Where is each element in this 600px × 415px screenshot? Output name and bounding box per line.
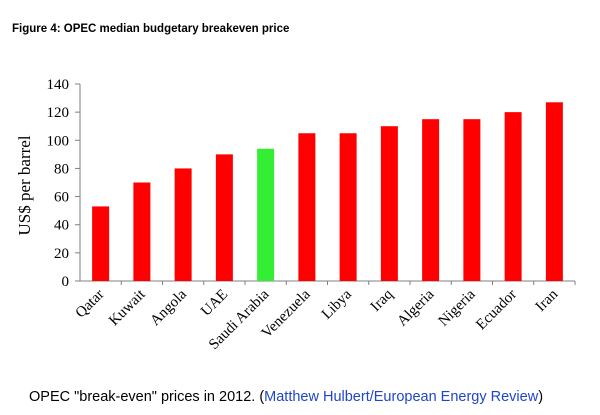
x-tick-label: Nigeria (436, 286, 479, 329)
bar-angola (174, 168, 192, 281)
bar-uae (215, 154, 233, 281)
x-tick-label: Libya (319, 286, 355, 322)
y-tick-label: 20 (54, 246, 69, 262)
bar-ecuador (504, 112, 522, 282)
y-axis-label: US$ per barrel (15, 135, 34, 235)
x-tick-label: Kuwait (106, 286, 149, 329)
y-tick-label: 120 (47, 105, 70, 121)
bar-algeria (422, 119, 440, 281)
figure-title: Figure 4: OPEC median budgetary breakeve… (12, 23, 290, 35)
bar-qatar (92, 206, 110, 281)
x-tick-label: Angola (147, 286, 190, 329)
bar-venezuela (298, 133, 316, 281)
bars (92, 102, 563, 282)
x-tick-label: Qatar (73, 287, 108, 322)
y-tick-label: 40 (54, 218, 69, 234)
bar-saudi-arabia (257, 148, 275, 281)
x-tick-label: Algeria (394, 286, 437, 329)
y-tick-label: 80 (54, 161, 69, 177)
caption-suffix: ) (538, 389, 544, 405)
caption-prefix: OPEC "break-even" prices in 2012. ( (29, 389, 265, 405)
y-tick-label: 60 (54, 190, 69, 206)
bar-iran (545, 102, 563, 282)
bar-kuwait (133, 182, 151, 281)
caption-source-link[interactable]: Matthew Hulbert/European Energy Review (264, 389, 539, 405)
bar-iraq (380, 126, 398, 281)
x-tick-label: Ecuador (473, 287, 520, 334)
x-tick-label: Iraq (368, 286, 397, 315)
y-tick-label: 0 (62, 274, 70, 290)
bar-nigeria (463, 119, 481, 281)
x-tick-label: Iran (533, 286, 562, 315)
x-tick-label: UAE (198, 287, 231, 320)
y-tick-label: 140 (47, 77, 70, 93)
caption: OPEC "break-even" prices in 2012. (Matth… (29, 389, 543, 405)
bar-libya (339, 133, 357, 281)
y-tick-label: 100 (47, 133, 70, 149)
